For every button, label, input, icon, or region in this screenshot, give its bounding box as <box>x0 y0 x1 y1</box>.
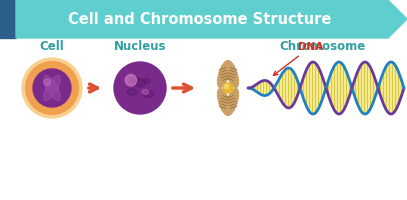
Text: Nucleus: Nucleus <box>114 40 166 53</box>
Circle shape <box>225 84 228 88</box>
Ellipse shape <box>44 75 61 101</box>
Polygon shape <box>16 0 407 38</box>
Circle shape <box>125 74 137 86</box>
Ellipse shape <box>131 77 139 83</box>
Circle shape <box>22 58 82 118</box>
Circle shape <box>223 83 233 93</box>
Ellipse shape <box>142 90 153 98</box>
Circle shape <box>44 79 50 86</box>
Ellipse shape <box>218 89 230 115</box>
Text: Chromosome: Chromosome <box>279 40 365 53</box>
Text: Cell and Chromosome Structure: Cell and Chromosome Structure <box>68 11 332 26</box>
Ellipse shape <box>44 75 61 101</box>
Ellipse shape <box>225 61 239 87</box>
Circle shape <box>114 62 166 114</box>
Ellipse shape <box>127 88 137 96</box>
Text: DNA: DNA <box>274 42 324 75</box>
Text: Cell: Cell <box>39 40 64 53</box>
Circle shape <box>33 69 71 107</box>
Ellipse shape <box>225 89 239 115</box>
Ellipse shape <box>142 90 149 94</box>
Circle shape <box>26 62 79 114</box>
Ellipse shape <box>134 79 146 87</box>
Bar <box>0 0 16 38</box>
Ellipse shape <box>144 78 151 84</box>
Ellipse shape <box>218 61 230 87</box>
